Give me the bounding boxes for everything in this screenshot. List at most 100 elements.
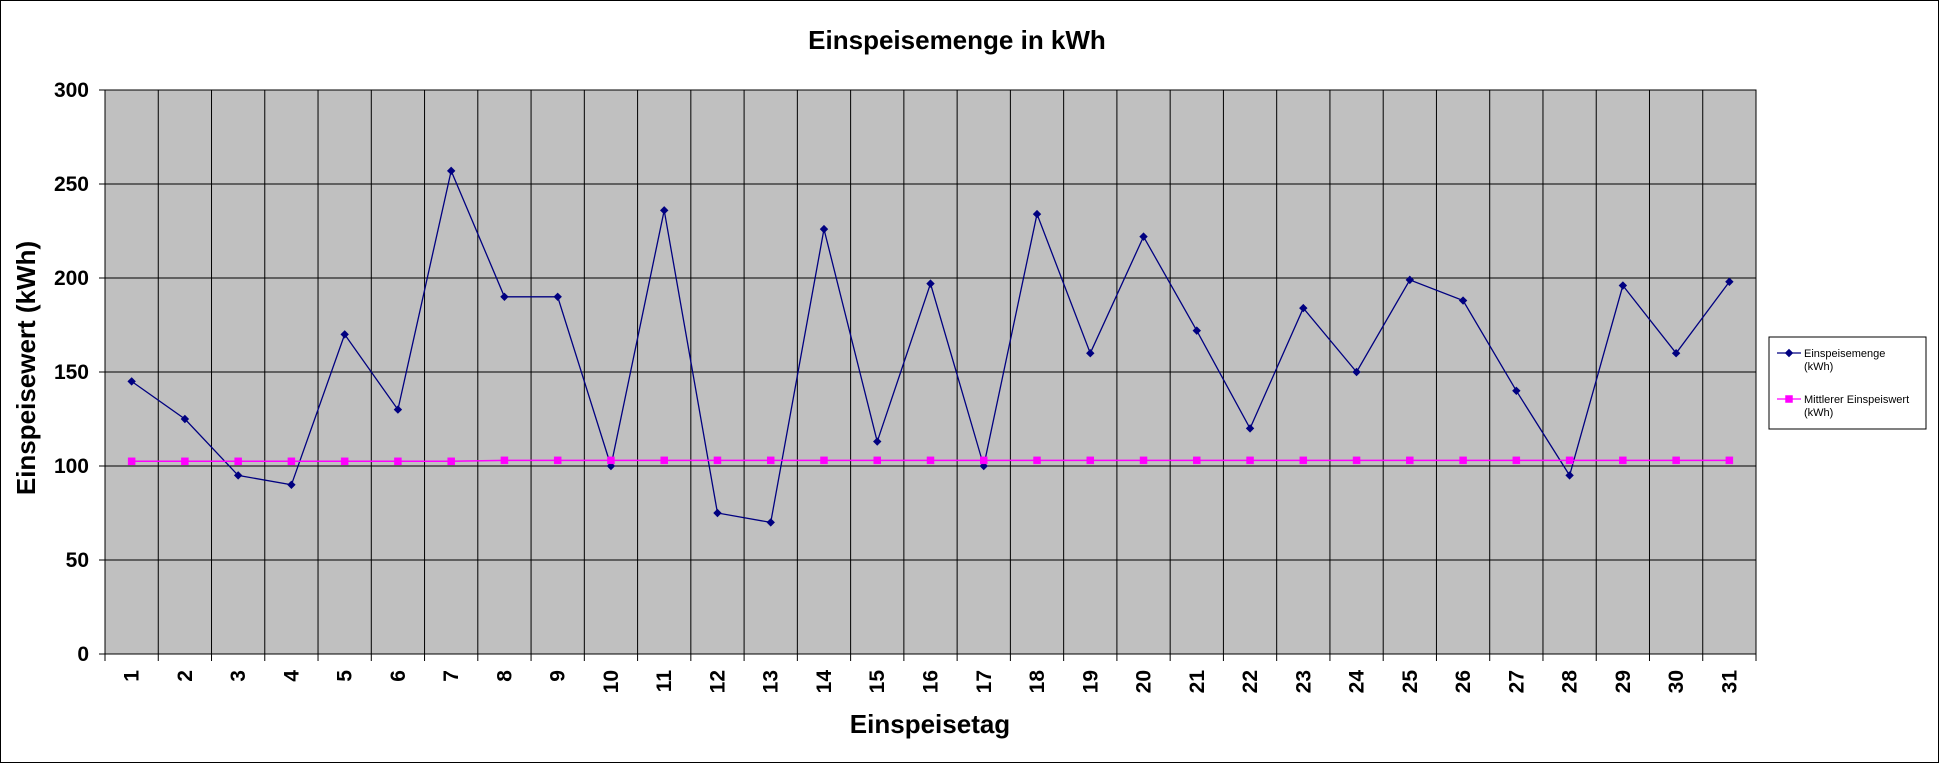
x-tick-label: 27 xyxy=(1505,670,1528,693)
data-point-marker xyxy=(446,166,456,176)
x-tick-label: 5 xyxy=(334,670,357,682)
data-point-marker xyxy=(660,206,669,215)
series-1 xyxy=(127,166,1734,527)
data-point-marker xyxy=(873,437,882,446)
data-point-marker xyxy=(1352,456,1361,465)
y-tick-label: 200 xyxy=(54,267,89,290)
x-tick-label: 4 xyxy=(280,670,303,682)
legend-entry-2: Mittlerer Einspeiswert(kWh) xyxy=(1777,394,1909,419)
x-tick-label: 20 xyxy=(1133,670,1156,693)
data-point-marker xyxy=(1565,456,1574,465)
data-point-marker xyxy=(1619,456,1627,465)
data-point-marker xyxy=(1458,296,1468,305)
data-point-marker xyxy=(1512,456,1521,465)
x-tick-label: 3 xyxy=(227,670,250,682)
x-axis-ticks: 1 2 3 4 5 6 7 8 9 10 11 12 13 14 15 16 17 18 19 20 21 22 23 24 2… xyxy=(121,670,1742,694)
data-point-marker xyxy=(393,405,403,414)
x-tick-label: 23 xyxy=(1292,670,1315,693)
x-tick-label: 11 xyxy=(653,670,676,693)
x-tick-label: 10 xyxy=(600,670,623,693)
x-tick-label: 8 xyxy=(493,670,516,682)
data-point-marker xyxy=(1725,456,1734,465)
data-point-marker xyxy=(1725,277,1734,286)
x-tick-label: 13 xyxy=(760,670,783,693)
data-point-marker xyxy=(1299,303,1308,313)
data-point-marker xyxy=(766,456,775,465)
x-tick-label: 24 xyxy=(1346,670,1369,694)
data-point-marker xyxy=(234,457,242,466)
x-tick-label: 31 xyxy=(1718,670,1741,694)
x-tick-label: 15 xyxy=(866,670,889,694)
x-tick-label: 25 xyxy=(1399,670,1422,694)
x-tick-label: 22 xyxy=(1239,670,1262,693)
data-point-marker xyxy=(713,456,722,465)
legend-label: Mittlerer Einspeiswert xyxy=(1804,394,1909,406)
legend-label: (kWh) xyxy=(1804,361,1833,373)
series-2 xyxy=(127,456,1734,466)
plot-area xyxy=(99,89,1757,661)
data-point-marker xyxy=(926,456,935,465)
x-tick-label: 1 xyxy=(121,670,144,682)
data-point-marker xyxy=(181,457,189,466)
data-point-marker xyxy=(340,457,349,466)
y-axis-title: Einspeisewert (kWh) xyxy=(11,241,41,495)
data-point-marker xyxy=(713,508,722,518)
legend: Einspeisemenge(kWh) Mittlerer Einspeiswer… xyxy=(1768,336,1927,430)
data-point-marker xyxy=(233,471,243,480)
data-point-marker xyxy=(1139,456,1148,465)
data-point-marker xyxy=(1032,209,1042,219)
data-point-marker xyxy=(500,292,509,302)
data-point-marker xyxy=(340,330,349,339)
x-tick-label: 12 xyxy=(706,670,729,693)
data-point-marker xyxy=(606,461,616,471)
y-tick-label: 0 xyxy=(77,643,89,666)
data-point-marker xyxy=(926,279,935,288)
x-tick-label: 19 xyxy=(1079,670,1102,693)
chart-title: Einspeisemenge in kWh xyxy=(808,25,1106,55)
legend-entry-1: Einspeisemenge(kWh) xyxy=(1777,348,1885,373)
y-tick-label: 50 xyxy=(66,549,89,572)
x-axis-title: Einspeisetag xyxy=(850,709,1010,739)
data-point-marker xyxy=(1565,471,1574,480)
x-tick-label: 30 xyxy=(1665,670,1688,693)
y-tick-label: 100 xyxy=(54,455,89,478)
x-tick-label: 29 xyxy=(1612,670,1635,693)
y-tick-label: 300 xyxy=(54,79,89,102)
data-point-marker xyxy=(1512,386,1521,396)
y-axis-ticks: 0 50 100 150 200 250 300 xyxy=(54,79,89,666)
y-tick-label: 250 xyxy=(54,173,89,196)
x-tick-label: 9 xyxy=(547,670,570,682)
data-point-marker xyxy=(979,461,988,471)
data-point-marker xyxy=(820,456,828,465)
data-point-marker xyxy=(1033,456,1041,465)
legend-box xyxy=(1768,336,1927,430)
data-point-marker xyxy=(1406,456,1414,465)
data-point-marker xyxy=(1086,456,1095,465)
x-tick-label: 21 xyxy=(1186,670,1209,694)
data-point-marker xyxy=(1086,348,1095,358)
x-tick-label: 14 xyxy=(813,670,836,694)
data-point-marker xyxy=(1671,348,1681,358)
data-point-marker xyxy=(660,456,668,465)
data-point-marker xyxy=(287,480,296,490)
data-point-marker xyxy=(1459,456,1467,465)
data-point-marker xyxy=(500,456,509,465)
x-tick-label: 7 xyxy=(440,670,463,682)
data-point-marker xyxy=(873,456,881,465)
data-point-marker xyxy=(1299,456,1308,465)
data-point-marker xyxy=(553,292,562,302)
data-point-marker xyxy=(607,456,615,465)
x-tick-label: 6 xyxy=(387,670,410,682)
x-tick-label: 2 xyxy=(174,670,197,682)
data-point-marker xyxy=(1245,424,1255,433)
data-point-marker xyxy=(127,457,136,466)
data-point-marker xyxy=(394,457,402,466)
data-point-marker xyxy=(1246,456,1254,465)
data-point-marker xyxy=(447,457,455,466)
legend-label: Einspeisemenge xyxy=(1804,348,1885,360)
series-layer xyxy=(127,166,1734,527)
data-point-marker xyxy=(1784,348,1794,358)
data-point-marker xyxy=(1352,367,1361,377)
data-point-marker xyxy=(1618,281,1628,290)
